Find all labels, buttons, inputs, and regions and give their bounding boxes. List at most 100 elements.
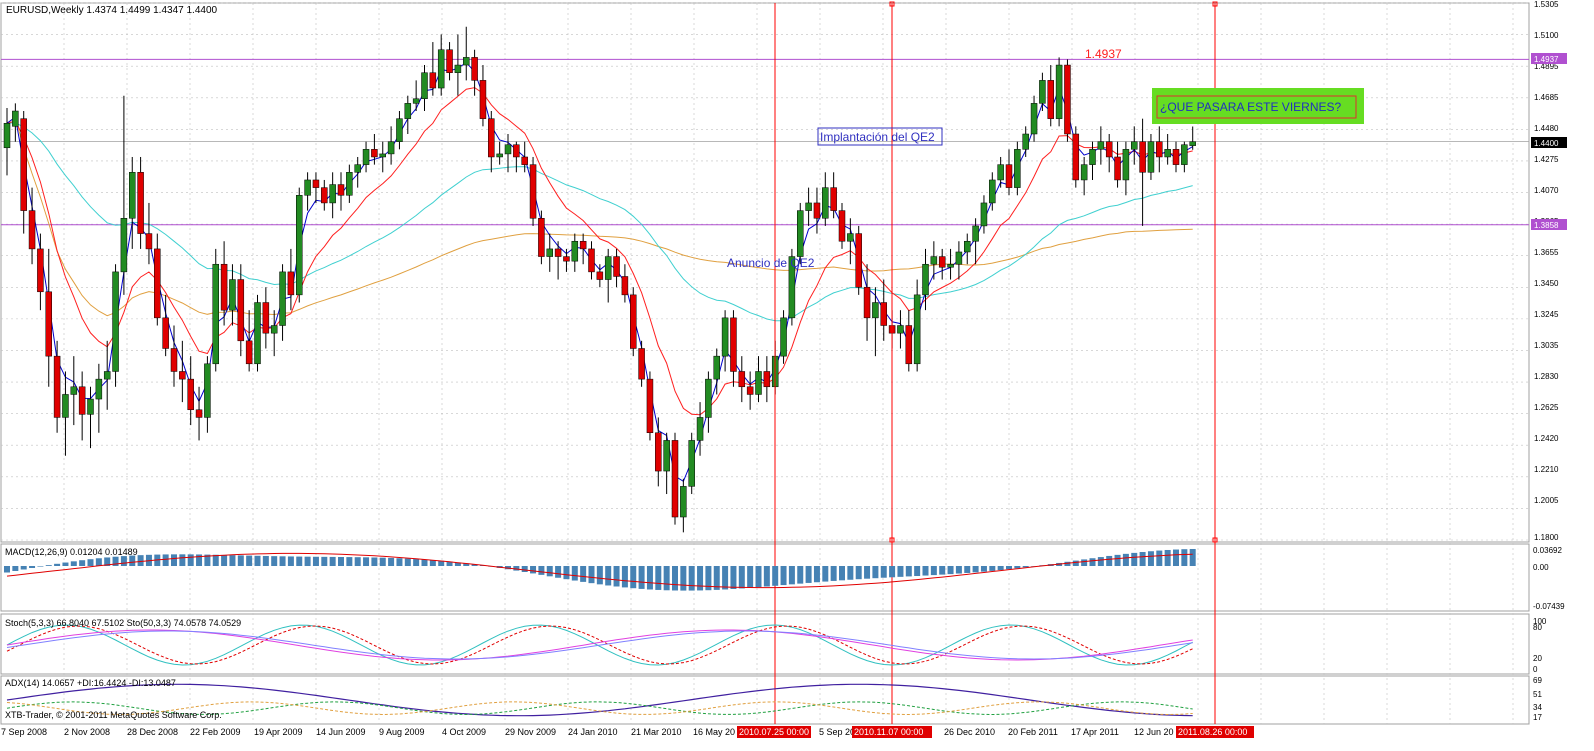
adx-minus-di-line	[6, 701, 1193, 716]
candle-bear	[179, 371, 186, 380]
macd-bar	[864, 566, 871, 579]
price-tick: 1.2625	[1534, 403, 1559, 412]
stoch-tick: 20	[1533, 654, 1542, 663]
qe2-implementation-frame[interactable]	[817, 127, 943, 146]
adx-panel[interactable]	[0, 675, 1530, 725]
candle-bull	[412, 98, 420, 104]
macd-bar	[546, 566, 553, 577]
macd-bar	[237, 555, 244, 566]
macd-bar	[62, 562, 69, 566]
macd-bar	[45, 565, 52, 566]
candle-bear	[245, 340, 253, 365]
price-tick: 1.4070	[1534, 186, 1559, 195]
candle-bear	[630, 294, 637, 349]
highlight-tag	[852, 726, 932, 738]
candle-bull	[780, 317, 787, 357]
candle-bull	[329, 184, 336, 204]
candle-bear	[855, 233, 862, 288]
macd-bar	[780, 566, 787, 586]
macd-bar	[1022, 566, 1029, 568]
macd-bar	[70, 561, 77, 566]
candle-bear	[671, 440, 679, 518]
macd-bar	[1156, 550, 1163, 566]
macd-bar	[738, 566, 745, 589]
candle-bull	[546, 248, 553, 257]
candle-bull	[3, 123, 11, 149]
macd-bar	[672, 566, 678, 591]
price-panel[interactable]	[0, 2, 1530, 543]
question-note-frame[interactable]	[1156, 95, 1357, 119]
candle-bear	[738, 371, 746, 388]
candle-bull	[1097, 141, 1105, 150]
time-label: 29 Nov 2009	[505, 727, 556, 737]
stoch-tick: 80	[1533, 623, 1542, 632]
macd-panel[interactable]	[0, 543, 1530, 612]
macd-bar	[338, 557, 344, 566]
adx-tick: 69	[1533, 676, 1542, 685]
macd-bar	[1181, 549, 1188, 566]
candle-bull	[955, 251, 963, 265]
candle-bull	[379, 153, 386, 158]
candle-bear	[613, 256, 620, 277]
macd-bar	[79, 560, 86, 566]
high-annotation[interactable]: 1.4937	[1085, 47, 1122, 61]
question-annotation[interactable]: ¿QUE PASARA ESTE VIERNES?	[1160, 100, 1341, 114]
macd-bar	[87, 559, 94, 566]
candle-bear	[596, 271, 604, 280]
level-low-tag-text: 1.3858	[1534, 221, 1559, 230]
macd-bar	[1072, 560, 1079, 566]
macd-bar	[630, 566, 637, 589]
stoch-panel[interactable]	[0, 613, 1530, 675]
candle-bull	[1131, 141, 1138, 150]
macd-bar	[730, 566, 737, 589]
macd-bar	[980, 566, 987, 572]
horizontal-levels[interactable]	[1, 58, 1529, 226]
macd-bar	[12, 566, 19, 571]
candle-bull	[922, 263, 929, 296]
indicator-layer	[4, 548, 1196, 717]
macd-bar	[446, 561, 453, 566]
macd-bar	[513, 566, 520, 571]
macd-bar	[229, 555, 236, 566]
macd-bar	[905, 566, 912, 577]
macd-bar	[396, 558, 403, 566]
macd-bar	[747, 566, 754, 588]
time-label: 9 Aug 2009	[379, 727, 425, 737]
macd-bar	[20, 566, 27, 570]
macd-bar	[772, 566, 779, 586]
adx-plus-di-line	[6, 701, 1193, 716]
candle-bear	[938, 256, 946, 268]
macd-label: MACD(12,26,9) 0.01204 0.01489	[5, 547, 138, 557]
candle-bear	[78, 386, 86, 415]
axis-labels: 1.5305 1.5100 1.4895 1.4685 1.4480 1.427…	[1, 0, 1567, 738]
candle-bear	[730, 317, 737, 372]
candle-bull	[822, 187, 829, 219]
candle-bear	[588, 248, 595, 273]
macd-bar	[839, 566, 845, 581]
macd-bar	[312, 556, 319, 566]
candle-bear	[371, 149, 378, 158]
candle-bull	[964, 240, 971, 253]
candle-bull	[421, 72, 428, 100]
candle-bear	[1005, 164, 1013, 188]
candle-bear	[45, 291, 52, 357]
candle-bull	[797, 210, 804, 257]
qe2-announcement-annotation[interactable]: Anuncio de QE2	[727, 256, 815, 270]
macd-bar	[1139, 552, 1146, 566]
macd-bar	[471, 564, 478, 566]
candle-bull	[120, 218, 128, 273]
candle-bull	[1181, 144, 1188, 165]
macd-bar	[1164, 549, 1171, 566]
candle-bull	[87, 398, 94, 415]
candle-bear	[446, 49, 453, 73]
macd-bar	[596, 566, 603, 585]
macd-bar	[354, 557, 361, 566]
qe2-implementation-annotation[interactable]: Implantación del QE2	[820, 130, 935, 144]
macd-bar	[955, 566, 962, 574]
macd-bar	[254, 555, 261, 566]
candle-bear	[513, 144, 520, 158]
candle-bull	[504, 144, 512, 155]
time-label: 2 Nov 2008	[64, 727, 110, 737]
macd-bar	[54, 563, 61, 566]
